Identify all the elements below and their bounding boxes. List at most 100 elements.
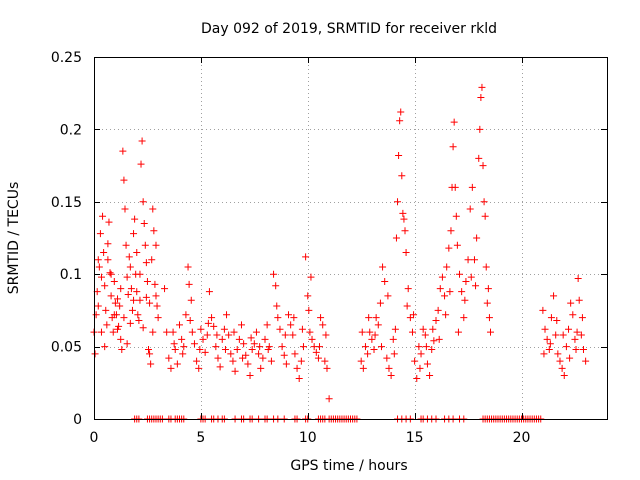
data-point — [218, 335, 226, 343]
data-point — [374, 321, 382, 329]
data-point — [120, 176, 128, 184]
data-point — [244, 360, 252, 368]
data-point — [389, 335, 397, 343]
data-point — [94, 256, 102, 264]
data-point — [187, 296, 195, 304]
data-point — [210, 322, 218, 330]
data-point — [117, 335, 125, 343]
y-tick-label: 0.15 — [51, 195, 82, 211]
data-point — [150, 227, 158, 235]
data-point — [411, 357, 419, 365]
data-point — [122, 241, 130, 249]
data-point — [559, 331, 567, 339]
x-tick-label: 15 — [406, 430, 424, 446]
data-point — [319, 321, 327, 329]
data-point — [114, 295, 122, 303]
data-point — [478, 83, 486, 91]
data-point — [483, 299, 491, 307]
data-point — [299, 343, 307, 351]
data-point — [185, 280, 193, 288]
grid-lines — [94, 57, 607, 419]
data-point — [395, 151, 403, 159]
data-point — [105, 218, 113, 226]
data-point — [316, 343, 324, 351]
data-point — [550, 292, 558, 300]
data-point — [261, 335, 269, 343]
x-tick-label: 20 — [513, 430, 531, 446]
data-point — [543, 335, 551, 343]
x-axis-label: GPS time / hours — [290, 458, 407, 474]
data-point — [406, 314, 414, 322]
data-point — [231, 367, 239, 375]
data-point — [582, 357, 590, 365]
data-point — [485, 314, 493, 322]
data-point — [462, 277, 470, 285]
data-point — [396, 117, 404, 125]
data-point — [216, 363, 224, 371]
data-point — [235, 335, 243, 343]
data-point — [111, 299, 119, 307]
data-point — [103, 321, 111, 329]
data-point — [401, 227, 409, 235]
data-point — [94, 302, 102, 310]
data-point — [573, 328, 581, 336]
data-point — [422, 343, 430, 351]
data-point — [133, 288, 141, 296]
data-point — [134, 311, 142, 319]
data-point — [438, 273, 446, 281]
data-point — [263, 321, 271, 329]
data-point — [145, 345, 153, 353]
data-point — [250, 340, 258, 348]
data-point — [578, 314, 586, 322]
data-point — [466, 205, 474, 213]
data-point — [173, 360, 181, 368]
data-point — [443, 263, 451, 271]
data-point — [372, 314, 380, 322]
data-point — [114, 325, 122, 333]
data-point — [546, 340, 554, 348]
data-point — [247, 334, 255, 342]
data-point — [364, 350, 372, 358]
data-point — [274, 314, 282, 322]
data-point — [123, 340, 131, 348]
data-point — [221, 345, 229, 353]
data-point — [223, 311, 231, 319]
data-point — [572, 345, 580, 353]
data-point — [429, 325, 437, 333]
data-point — [487, 328, 495, 336]
data-point — [456, 270, 464, 278]
data-point — [446, 288, 454, 296]
data-point — [417, 350, 425, 358]
data-point — [104, 256, 112, 264]
data-point — [480, 198, 488, 206]
data-point — [285, 311, 293, 319]
data-point — [281, 331, 289, 339]
data-point — [359, 364, 367, 372]
data-point — [575, 296, 583, 304]
data-point — [479, 162, 487, 170]
data-point — [554, 350, 562, 358]
data-point — [239, 354, 247, 362]
data-point — [204, 319, 212, 327]
data-point — [302, 253, 310, 261]
data-point — [137, 160, 145, 168]
data-point — [442, 311, 450, 319]
data-point — [96, 230, 104, 238]
x-tick-labels: 0 5 10 15 20 — [90, 430, 531, 446]
data-point — [109, 328, 117, 336]
data-point — [475, 154, 483, 162]
chart-title: Day 092 of 2019, SRMTID for receiver rkl… — [201, 21, 497, 37]
y-tick-label: 0.2 — [60, 122, 82, 138]
data-point — [394, 198, 402, 206]
data-point — [449, 143, 457, 151]
data-point — [212, 343, 220, 351]
data-point — [387, 372, 395, 380]
data-point — [579, 345, 587, 353]
data-point — [257, 364, 265, 372]
data-point — [566, 354, 574, 362]
data-point — [306, 328, 314, 336]
data-point — [143, 277, 151, 285]
data-point — [399, 209, 407, 217]
data-point — [124, 290, 132, 298]
